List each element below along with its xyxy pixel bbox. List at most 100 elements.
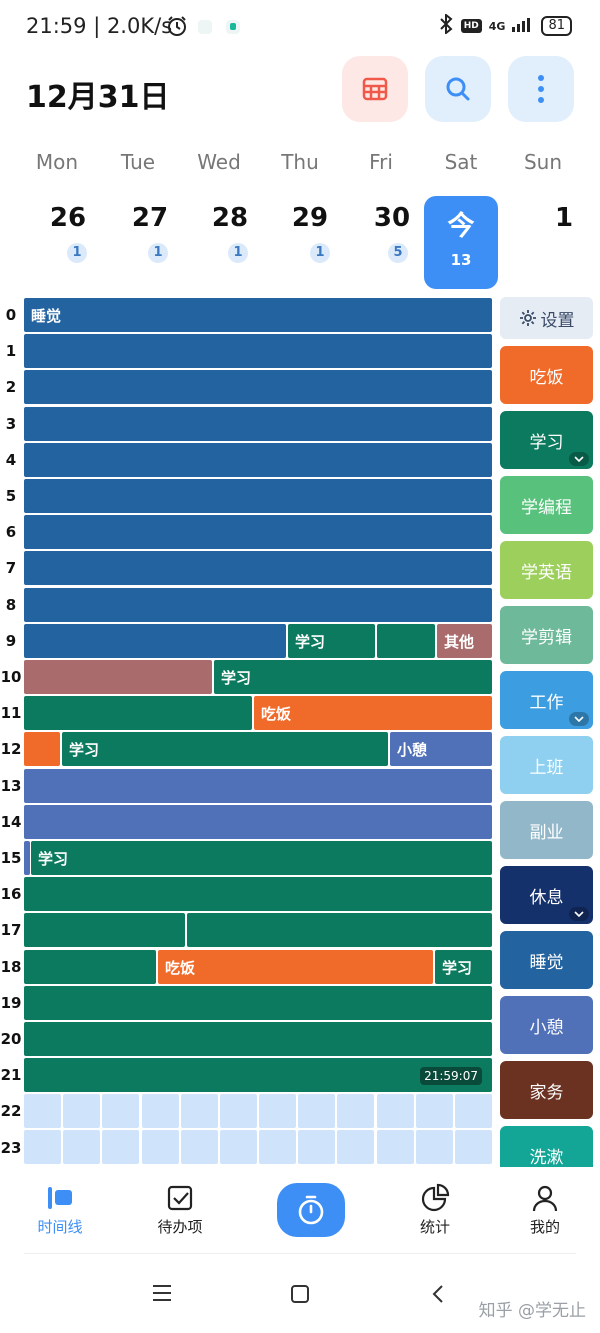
category-editing[interactable]: 学剪辑: [500, 606, 593, 664]
empty-time-slot[interactable]: [219, 1130, 257, 1164]
activity-block-study[interactable]: 学习: [214, 660, 492, 694]
weekday-wed: Wed: [197, 150, 241, 174]
day-cell-1[interactable]: 1: [554, 203, 574, 233]
hour-label: 13: [0, 777, 22, 795]
hour-label: 6: [5, 523, 17, 541]
empty-time-slot[interactable]: [298, 1130, 336, 1164]
empty-time-slot[interactable]: [102, 1094, 140, 1128]
activity-block-sleep[interactable]: [24, 443, 492, 477]
tab-mine[interactable]: 我的: [500, 1180, 590, 1237]
activity-block-eat[interactable]: 吃饭: [158, 950, 433, 984]
day-cell-30[interactable]: 30: [373, 203, 411, 233]
activity-block-sleep[interactable]: [24, 334, 492, 368]
day-cell-28[interactable]: 28: [211, 203, 249, 233]
activity-block-study[interactable]: [24, 696, 252, 730]
empty-time-slot[interactable]: [298, 1094, 336, 1128]
empty-time-slot[interactable]: [24, 1094, 62, 1128]
activity-block-study[interactable]: [377, 624, 435, 658]
category-rest[interactable]: 休息: [500, 866, 593, 924]
activity-block-other[interactable]: 其他: [437, 624, 492, 658]
tab-stats[interactable]: 统计: [390, 1180, 480, 1237]
settings-button[interactable]: 设置: [500, 297, 593, 339]
activity-block-sleep[interactable]: [24, 370, 492, 404]
activity-block-study[interactable]: [187, 913, 492, 947]
day-cell-27[interactable]: 27: [131, 203, 169, 233]
activity-block-sleep[interactable]: [24, 407, 492, 441]
category-office[interactable]: 上班: [500, 736, 593, 794]
category-work[interactable]: 工作: [500, 671, 593, 729]
tab-timeline[interactable]: 时间线: [15, 1180, 105, 1237]
category-wash[interactable]: 洗漱: [500, 1126, 593, 1167]
empty-time-slot[interactable]: [259, 1130, 297, 1164]
status-time: 21:59 | 2.0K/s: [26, 14, 173, 38]
tab-todo[interactable]: 待办项: [135, 1180, 225, 1237]
empty-time-slot[interactable]: [415, 1130, 453, 1164]
activity-block-study[interactable]: 学习: [31, 841, 492, 875]
activity-block-study[interactable]: 学习: [62, 732, 388, 766]
activity-block-other[interactable]: [24, 660, 212, 694]
day-cell-today[interactable]: 今 13: [424, 196, 498, 289]
home-square-icon[interactable]: [290, 1284, 310, 1308]
empty-time-slot[interactable]: [219, 1094, 257, 1128]
empty-time-slot[interactable]: [376, 1130, 414, 1164]
activity-block-study[interactable]: 学习: [288, 624, 375, 658]
activity-block-sleep[interactable]: [24, 479, 492, 513]
activity-block-sleep[interactable]: [24, 588, 492, 622]
day-cell-26[interactable]: 26: [49, 203, 87, 233]
tab-label: 时间线: [37, 1218, 83, 1236]
activity-block-study[interactable]: [24, 913, 185, 947]
hour-label: 19: [0, 994, 22, 1012]
activity-block-sleep[interactable]: [24, 624, 286, 658]
category-chores[interactable]: 家务: [500, 1061, 593, 1119]
activity-block-sleep[interactable]: [24, 551, 492, 585]
empty-time-slot[interactable]: [337, 1130, 375, 1164]
empty-time-slot[interactable]: [454, 1094, 492, 1128]
empty-time-slot[interactable]: [102, 1130, 140, 1164]
activity-block-rest[interactable]: [24, 769, 492, 803]
activity-block-rest[interactable]: [24, 841, 30, 875]
category-english[interactable]: 学英语: [500, 541, 593, 599]
activity-block-eat[interactable]: [24, 732, 60, 766]
chevron-down-icon[interactable]: [569, 907, 589, 921]
activity-block-study[interactable]: 21:59:07: [24, 1058, 492, 1092]
watermark: 知乎 @学无止: [478, 1301, 586, 1321]
empty-time-slot[interactable]: [141, 1094, 179, 1128]
category-sleep[interactable]: 睡觉: [500, 931, 593, 989]
search-button[interactable]: [425, 56, 491, 122]
activity-block-eat[interactable]: 吃饭: [254, 696, 492, 730]
empty-time-slot[interactable]: [454, 1130, 492, 1164]
empty-time-slot[interactable]: [337, 1094, 375, 1128]
category-eat[interactable]: 吃饭: [500, 346, 593, 404]
menu-icon[interactable]: [152, 1284, 172, 1306]
activity-block-study[interactable]: [24, 950, 156, 984]
empty-time-slot[interactable]: [180, 1094, 218, 1128]
chevron-down-icon[interactable]: [569, 712, 589, 726]
category-nap[interactable]: 小憩: [500, 996, 593, 1054]
empty-time-slot[interactable]: [141, 1130, 179, 1164]
activity-block-rest[interactable]: [24, 805, 492, 839]
empty-time-slot[interactable]: [24, 1130, 62, 1164]
timer-button[interactable]: [277, 1183, 345, 1237]
category-study[interactable]: 学习: [500, 411, 593, 469]
activity-block-study[interactable]: [24, 986, 492, 1020]
activity-block-sleep[interactable]: 睡觉: [24, 298, 492, 332]
more-menu-button[interactable]: [508, 56, 574, 122]
empty-time-slot[interactable]: [63, 1130, 101, 1164]
empty-time-slot[interactable]: [259, 1094, 297, 1128]
empty-time-slot[interactable]: [63, 1094, 101, 1128]
activity-block-study[interactable]: [24, 1022, 492, 1056]
activity-block-sleep[interactable]: [24, 515, 492, 549]
empty-time-slot[interactable]: [415, 1094, 453, 1128]
category-coding[interactable]: 学编程: [500, 476, 593, 534]
calendar-view-button[interactable]: [342, 56, 408, 122]
activity-block-rest[interactable]: 小憩: [390, 732, 492, 766]
activity-block-study[interactable]: 学习: [435, 950, 492, 984]
back-icon[interactable]: [432, 1284, 444, 1308]
chevron-down-icon[interactable]: [569, 452, 589, 466]
category-sidejob[interactable]: 副业: [500, 801, 593, 859]
day-cell-29[interactable]: 29: [291, 203, 329, 233]
empty-time-slot[interactable]: [180, 1130, 218, 1164]
divider: [24, 1253, 576, 1254]
activity-block-study[interactable]: [24, 877, 492, 911]
empty-time-slot[interactable]: [376, 1094, 414, 1128]
